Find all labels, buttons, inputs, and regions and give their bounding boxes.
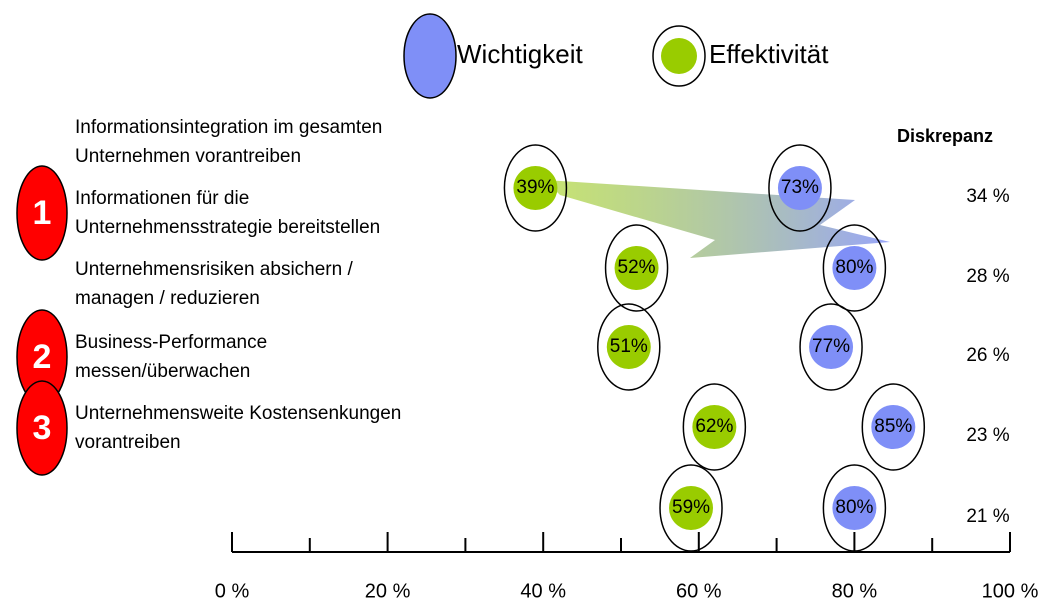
dot-label: 85% bbox=[874, 416, 912, 437]
dot bbox=[513, 166, 558, 210]
dot bbox=[669, 486, 714, 530]
category-label: messen/überwachen bbox=[75, 361, 250, 382]
gap-arrow bbox=[545, 180, 890, 258]
x-tick-label: 60 % bbox=[676, 580, 722, 602]
dot bbox=[832, 246, 877, 290]
category-label: Informationen für die bbox=[75, 188, 249, 209]
x-tick-label: 80 % bbox=[832, 580, 878, 602]
category-label: Informationsintegration im gesamten bbox=[75, 117, 382, 138]
dot-label: 52% bbox=[618, 257, 656, 278]
legend-label: Effektivität bbox=[709, 39, 829, 69]
dot bbox=[692, 405, 737, 449]
rank-number: 1 bbox=[33, 194, 52, 232]
dot bbox=[832, 486, 877, 530]
legend-label: Wichtigkeit bbox=[457, 39, 583, 69]
rank-number: 2 bbox=[33, 338, 52, 376]
category-label: Unternehmen vorantreiben bbox=[75, 146, 301, 167]
legend-swatch bbox=[661, 38, 697, 74]
diff-header: Diskrepanz bbox=[897, 126, 993, 146]
dot-outline bbox=[768, 144, 832, 232]
x-tick-label: 100 % bbox=[982, 580, 1039, 602]
diff-value: 28 % bbox=[966, 266, 1009, 287]
dot-outline bbox=[822, 224, 887, 312]
rank-number: 3 bbox=[33, 409, 52, 447]
category-label: vorantreiben bbox=[75, 432, 181, 453]
category-label: Unternehmensrisiken absichern / bbox=[75, 259, 353, 280]
dot-label: 39% bbox=[516, 177, 554, 198]
category-label: Unternehmensstrategie bereitstellen bbox=[75, 217, 380, 238]
dot-outline bbox=[682, 383, 747, 471]
diff-value: 26 % bbox=[966, 345, 1009, 366]
x-tick-label: 40 % bbox=[520, 580, 566, 602]
dot-label: 62% bbox=[695, 416, 733, 437]
dot-outline bbox=[503, 144, 568, 232]
dot-label: 77% bbox=[812, 336, 850, 357]
dot-outline bbox=[604, 224, 669, 312]
dot-label: 73% bbox=[781, 177, 819, 198]
legend-swatch-outline bbox=[652, 25, 706, 87]
dot bbox=[809, 325, 854, 369]
legend-swatch bbox=[403, 13, 457, 99]
dot-label: 51% bbox=[610, 336, 648, 357]
dot-label: 80% bbox=[835, 257, 873, 278]
dot-outline bbox=[861, 383, 926, 471]
diff-value: 21 % bbox=[966, 506, 1009, 527]
x-tick-label: 0 % bbox=[215, 580, 250, 602]
category-label: Unternehmensweite Kostensenkungen bbox=[75, 403, 401, 424]
x-tick-label: 20 % bbox=[365, 580, 411, 602]
category-label: Business-Performance bbox=[75, 332, 267, 353]
rank-badge bbox=[16, 165, 68, 261]
dot bbox=[606, 325, 651, 369]
dot-outline bbox=[799, 303, 863, 391]
dot bbox=[614, 246, 659, 290]
dot-outline bbox=[597, 303, 661, 391]
dot bbox=[777, 166, 822, 210]
diff-value: 34 % bbox=[966, 186, 1009, 207]
category-label: managen / reduzieren bbox=[75, 288, 260, 309]
rank-badge bbox=[16, 380, 68, 476]
diff-value: 23 % bbox=[966, 425, 1009, 446]
dot bbox=[871, 405, 916, 449]
dot-label: 59% bbox=[672, 497, 710, 518]
dot-label: 80% bbox=[835, 497, 873, 518]
